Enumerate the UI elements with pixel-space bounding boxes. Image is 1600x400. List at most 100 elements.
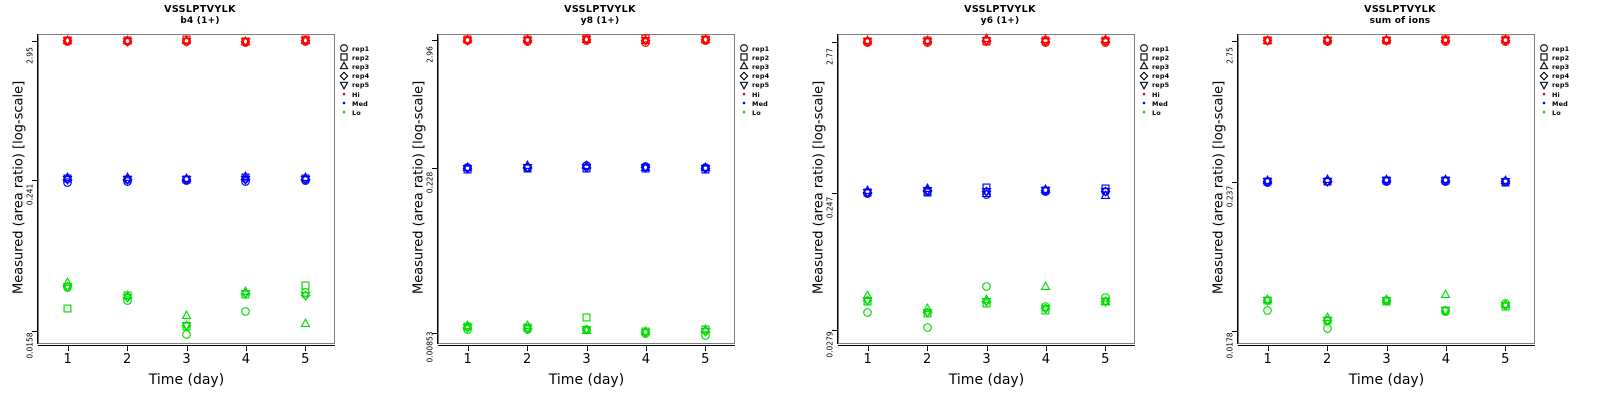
- legend-symbol-triangle-up-icon: [1139, 61, 1151, 71]
- y-axis-tick: [832, 41, 838, 43]
- x-axis-tick: [1386, 345, 1388, 351]
- chart-panel-2: VSSLPTVYLK y6 (1+) 2.77 0.247 0.0279 Measured…: [800, 0, 1200, 400]
- x-axis-title: Time (day): [548, 372, 625, 388]
- x-axis-tick-label: 3: [182, 352, 191, 367]
- legend-symbol-triangle-up-icon: [339, 61, 351, 71]
- legend-item-lo: Lo: [1540, 108, 1598, 117]
- y-axis-tick: [1232, 40, 1238, 42]
- y-axis-tick-label: 2.95: [25, 47, 35, 64]
- legend-item-rep2: rep2: [1540, 53, 1598, 62]
- legend-label: Hi: [352, 90, 360, 99]
- y-axis-tick-label: 0.0279: [825, 331, 835, 358]
- legend: rep1 rep2 rep3 rep4 rep5 Hi Med Lo: [739, 44, 798, 118]
- legend-label: Hi: [1552, 90, 1560, 99]
- legend-item-rep2: rep2: [1140, 53, 1198, 62]
- legend-label: rep5: [1552, 81, 1570, 90]
- legend-symbol-dot-icon: [740, 99, 751, 108]
- x-axis-tick-label: 3: [1382, 352, 1391, 367]
- x-axis-tick-label: 3: [982, 352, 991, 367]
- legend-item-rep1: rep1: [340, 44, 398, 53]
- legend-symbol-dot-icon: [1140, 90, 1151, 99]
- legend-label: rep1: [352, 44, 370, 53]
- legend-label: Lo: [752, 108, 761, 117]
- y-axis-tick-label: 0.00853: [425, 331, 435, 363]
- legend-item-med: Med: [340, 99, 398, 108]
- panel-title: VSSLPTVYLK: [164, 4, 236, 15]
- y-axis-title: Measured (area ratio) [log-scale]: [1211, 80, 1227, 294]
- y-axis-tick-label: 0.237: [1225, 185, 1235, 208]
- y-axis-tick: [1232, 330, 1238, 332]
- y-axis-tick: [32, 179, 38, 181]
- legend-label: rep3: [352, 62, 370, 71]
- legend-item-lo: Lo: [740, 108, 798, 117]
- y-axis-tick: [432, 332, 438, 334]
- x-axis-tick-label: 3: [582, 352, 591, 367]
- y-axis-tick: [32, 331, 38, 332]
- legend-label: Hi: [752, 90, 760, 99]
- x-axis-tick-label: 2: [522, 352, 532, 367]
- x-axis-tick-label: 4: [1441, 352, 1451, 367]
- legend-label: rep4: [752, 72, 770, 81]
- legend-symbol-dot-icon: [340, 99, 351, 108]
- legend-item-rep4: rep4: [339, 71, 398, 81]
- x-axis-tick: [467, 345, 469, 351]
- x-axis-tick: [1267, 345, 1269, 351]
- x-axis-tick-label: 2: [1322, 352, 1332, 367]
- x-axis-tick: [986, 345, 988, 351]
- legend-symbol-dot-icon: [1540, 108, 1551, 117]
- x-axis-tick: [245, 345, 247, 351]
- legend-symbol-dot-icon: [740, 108, 751, 117]
- x-axis-title: Time (day): [148, 372, 225, 388]
- y-axis-tick-label: 0.228: [425, 172, 435, 194]
- y-axis-tick-label: 2.77: [825, 48, 835, 65]
- legend-label: Med: [752, 99, 768, 108]
- y-axis-title-wrapper: Measured (area ratio) [log-scale]: [0, 34, 27, 344]
- y-axis-title: Measured (area ratio) [log-scale]: [811, 80, 827, 294]
- legend-item-rep2: rep2: [340, 53, 398, 62]
- legend-symbol-triangle-up-icon: [739, 61, 751, 71]
- legend-label: Hi: [1152, 90, 1160, 99]
- legend-label: Lo: [352, 108, 361, 117]
- legend-symbol-dot-icon: [1140, 99, 1151, 108]
- panel-subtitle: sum of ions: [1369, 16, 1431, 26]
- legend-label: rep3: [1152, 62, 1170, 71]
- x-axis-tick-label: 4: [241, 352, 251, 367]
- x-axis-title: Time (day): [948, 372, 1025, 388]
- legend-symbol-dot-icon: [340, 90, 351, 99]
- panel-subtitle: b4 (1+): [180, 16, 220, 26]
- y-axis-tick-label: 0.247: [825, 196, 835, 219]
- x-axis-tick-label: 1: [63, 352, 72, 367]
- y-axis-line: [437, 34, 438, 344]
- legend-label: Lo: [1152, 108, 1161, 117]
- legend-label: rep2: [1152, 53, 1170, 62]
- y-axis-title: Measured (area ratio) [log-scale]: [11, 80, 27, 294]
- legend-label: rep3: [752, 62, 770, 71]
- x-axis-tick-label: 1: [863, 352, 872, 367]
- legend-label: rep5: [752, 81, 770, 90]
- panel-subtitle: y6 (1+): [980, 16, 1020, 26]
- y-axis-line: [837, 34, 838, 344]
- legend-item-rep2: rep2: [740, 53, 798, 62]
- plot-area: [438, 34, 735, 344]
- y-axis-title: Measured (area ratio) [log-scale]: [411, 80, 427, 294]
- chart-panel-1: VSSLPTVYLK y8 (1+) 2.96 0.228 0.00853 Measure…: [400, 0, 800, 400]
- legend-item-rep4: rep4: [1139, 71, 1198, 81]
- legend-label: rep2: [352, 53, 370, 62]
- y-axis-title-wrapper: Measured (area ratio) [log-scale]: [800, 34, 827, 344]
- legend-item-rep5: rep5: [1139, 81, 1198, 90]
- y-axis-tick-label: 2.75: [1225, 47, 1235, 64]
- legend-item-lo: Lo: [340, 108, 398, 117]
- y-axis-tick-label: 0.241: [25, 183, 35, 206]
- legend-symbol-square-icon: [340, 53, 351, 62]
- legend: rep1 rep2 rep3 rep4 rep5 Hi Med Lo: [1539, 44, 1598, 118]
- legend-item-rep1: rep1: [1140, 44, 1198, 53]
- legend-item-med: Med: [1540, 99, 1598, 108]
- legend-item-hi: Hi: [1140, 90, 1198, 99]
- legend-symbol-square-icon: [1540, 53, 1551, 62]
- legend-item-rep5: rep5: [1539, 81, 1598, 90]
- legend-item-hi: Hi: [740, 90, 798, 99]
- y-axis-tick-label: 2.96: [425, 46, 435, 64]
- legend-label: Med: [352, 99, 368, 108]
- legend: rep1 rep2 rep3 rep4 rep5 Hi Med Lo: [339, 44, 398, 118]
